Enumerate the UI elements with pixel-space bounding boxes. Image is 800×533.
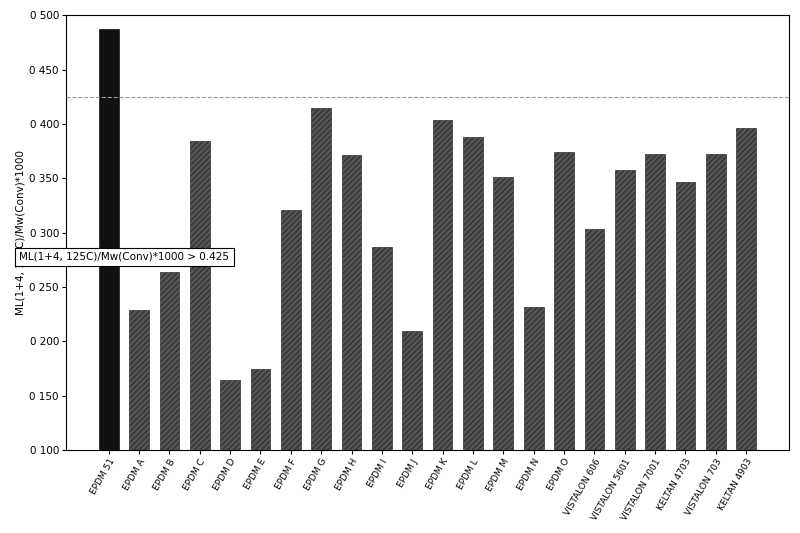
Bar [129, 310, 149, 450]
Text: ML(1+4, 125C)/Mw(Conv)*1000 > 0.425: ML(1+4, 125C)/Mw(Conv)*1000 > 0.425 [19, 252, 230, 262]
Bar [463, 137, 483, 450]
Bar [311, 108, 331, 450]
Bar [615, 169, 634, 450]
Y-axis label: ML(1+4, 125C)/Mw(Conv)*1000: ML(1+4, 125C)/Mw(Conv)*1000 [15, 150, 26, 315]
Bar [402, 330, 422, 450]
Bar [190, 141, 210, 450]
Bar [646, 155, 665, 450]
Bar [281, 210, 301, 450]
Bar [585, 229, 604, 450]
Bar [159, 272, 179, 450]
Bar [675, 182, 695, 450]
Bar [342, 156, 362, 450]
Bar [98, 29, 118, 450]
Bar [372, 247, 392, 450]
Bar [524, 306, 543, 450]
Bar [736, 128, 756, 450]
Bar [494, 177, 513, 450]
Bar [433, 119, 453, 450]
Bar [706, 155, 726, 450]
Bar [554, 152, 574, 450]
Bar [250, 369, 270, 450]
Bar [220, 379, 240, 450]
